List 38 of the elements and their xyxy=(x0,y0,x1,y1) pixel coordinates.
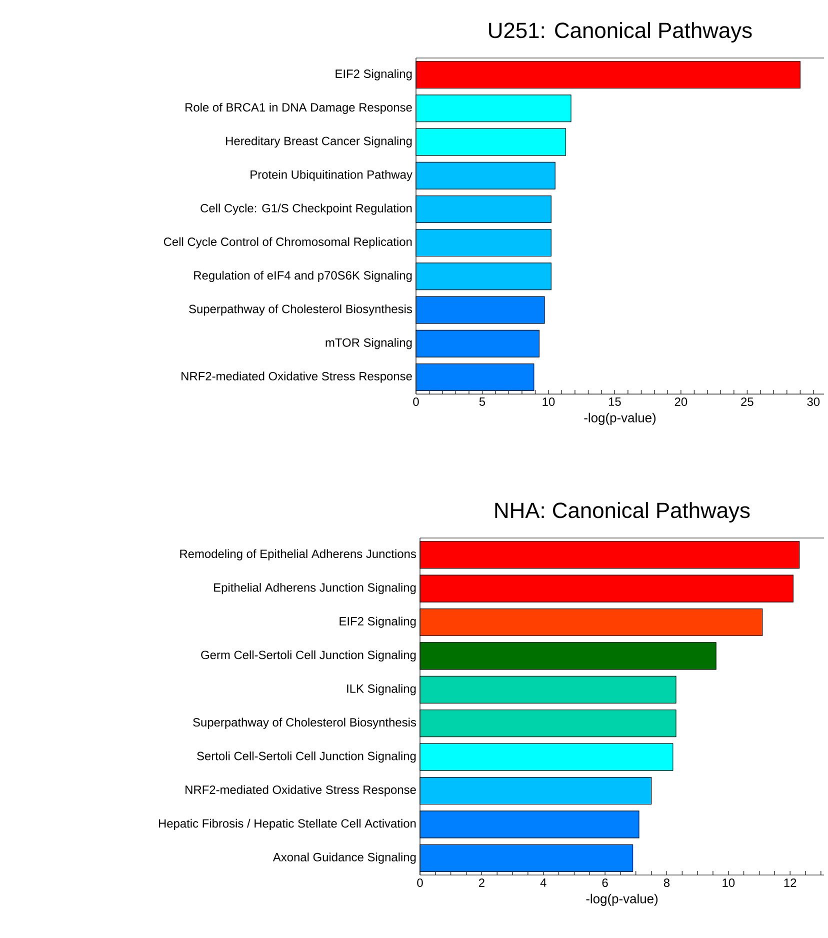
y-tick-label: Superpathway of Cholesterol Biosynthesis xyxy=(189,304,412,316)
x-tick-label: 6 xyxy=(602,878,608,887)
y-tick-label: Germ Cell-Sertoli Cell Junction Signaling xyxy=(201,650,416,662)
x-tick-label: 2 xyxy=(478,878,484,887)
chart-title: NHA: Canonical Pathways xyxy=(495,502,750,523)
x-tick-label: 0 xyxy=(417,878,423,887)
x-tick-label: 20 xyxy=(674,398,688,406)
x-tick-label: 0 xyxy=(413,398,419,406)
y-tick-label: Sertoli Cell-Sertoli Cell Junction Signaling xyxy=(197,751,416,763)
x-tick-label: 4 xyxy=(540,878,546,887)
y-tick-label: EIF2 Signaling xyxy=(336,69,412,80)
y-tick-label: Superpathway of Cholesterol Biosynthesis xyxy=(193,718,416,729)
y-tick-label: Hepatic Fibrosis / Hepatic Stellate Cell Activation xyxy=(158,818,416,830)
x-tick-label: 30 xyxy=(807,398,820,406)
y-tick-label: NRF2-mediated Oxidative Stress Response xyxy=(186,785,416,796)
y-tick-label: Remodeling of Epithelial Adherens Junctions xyxy=(180,549,416,560)
x-tick-label: 25 xyxy=(741,398,754,406)
y-tick-label: Role of BRCA1 in DNA Damage Response xyxy=(186,102,412,114)
y-tick-label: NRF2-mediated Oxidative Stress Response xyxy=(182,372,412,383)
y-tick-label: Epithelial Adherens Junction Signaling xyxy=(214,582,416,594)
y-tick-label: Hereditary Breast Cancer Signaling xyxy=(226,136,412,148)
x-axis-title: -log(p-value) xyxy=(584,412,656,425)
y-tick-label: ILK Signaling xyxy=(347,684,416,696)
x-tick-label: 12 xyxy=(784,878,796,887)
y-tick-label: Protein Ubiquitination Pathway xyxy=(250,170,412,182)
y-tick-label: Regulation of eIF4 and p70S6K Signaling xyxy=(194,270,412,282)
y-tick-label: Cell Cycle Control of Chromosomal Replication xyxy=(164,237,412,248)
y-tick-label: mTOR Signaling xyxy=(326,338,412,350)
x-tick-label: 8 xyxy=(664,878,670,887)
y-tick-label: Cell Cycle: G1/S Checkpoint Regulation xyxy=(200,204,412,215)
x-tick-label: 10 xyxy=(542,398,555,406)
x-axis-title: -log(p-value) xyxy=(586,894,658,906)
x-tick-label: 10 xyxy=(722,878,735,887)
x-tick-label: 5 xyxy=(479,398,486,406)
chart-title: U251: Canonical Pathways xyxy=(489,22,752,43)
y-tick-label: Axonal Guidance Signaling xyxy=(272,852,416,864)
y-tick-label: EIF2 Signaling xyxy=(340,616,416,628)
x-tick-label: 15 xyxy=(608,398,621,406)
